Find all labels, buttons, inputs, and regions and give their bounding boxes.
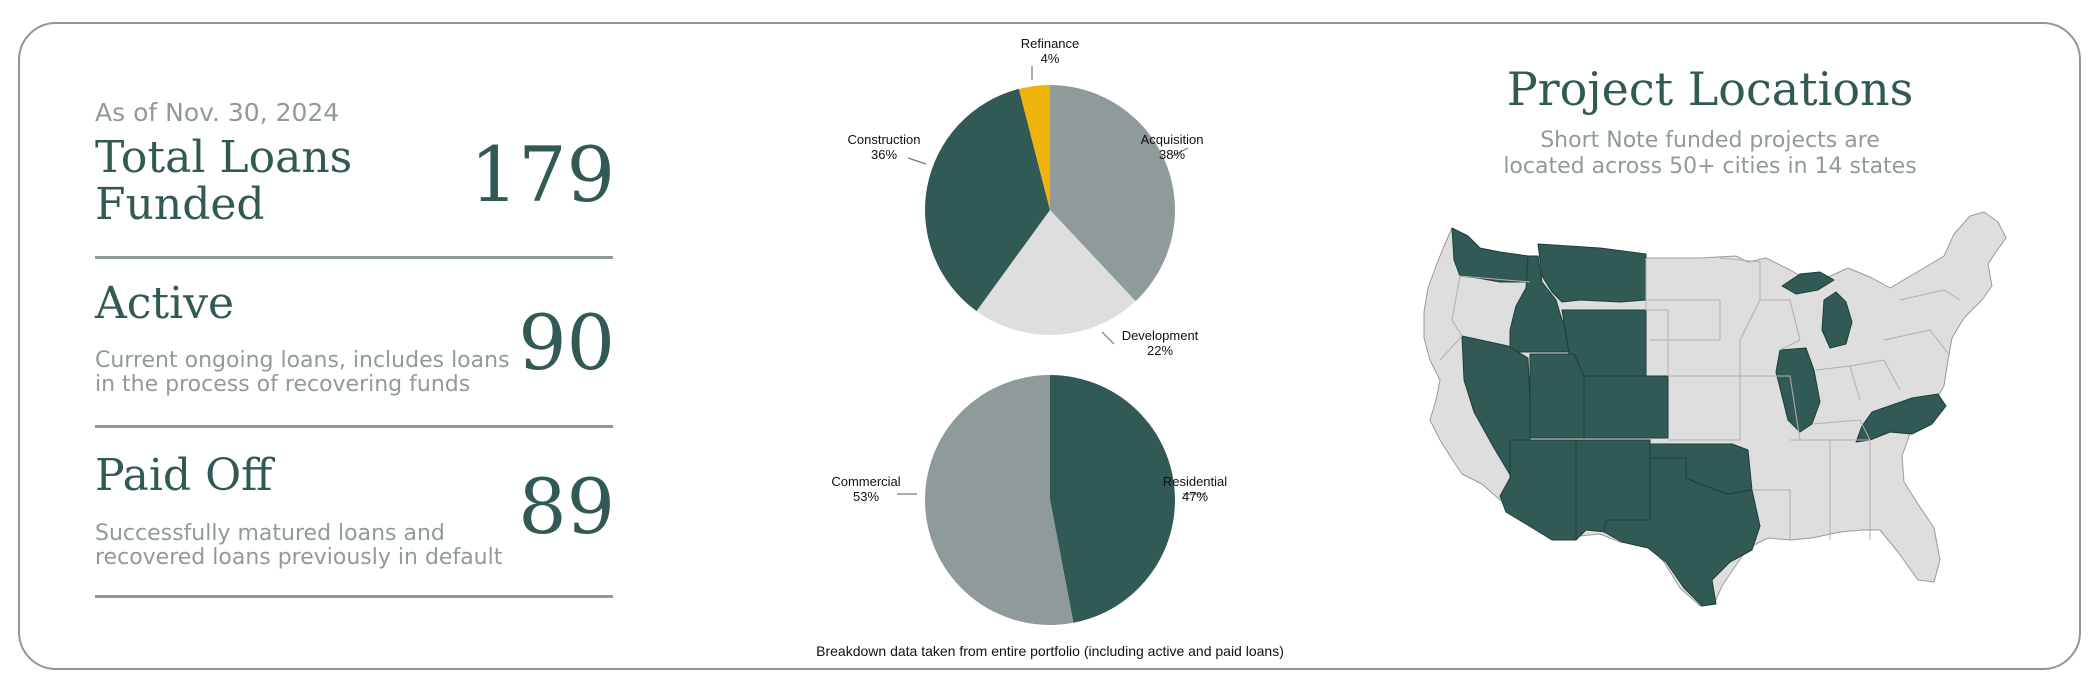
state-borders xyxy=(1439,257,1961,540)
active-value: 90 xyxy=(518,298,615,387)
pie-slice-commercial xyxy=(924,375,1074,626)
leader-line xyxy=(1171,147,1189,157)
pie-percent-label: 36% xyxy=(871,147,897,162)
paid-off-title: Paid Off xyxy=(95,450,273,501)
state-north-carolina xyxy=(1855,393,1947,443)
pie-percent-label: 53% xyxy=(853,489,879,504)
leader-line xyxy=(907,157,927,165)
active-desc-line2: in the process of recovering funds xyxy=(95,372,471,397)
state-arizona xyxy=(1499,439,1577,541)
pie-slice-construction xyxy=(925,88,1050,312)
leader-line xyxy=(1101,331,1115,345)
pie-label: Acquisition xyxy=(1141,132,1204,147)
pie-label: Refinance xyxy=(1021,36,1080,51)
paid-off-desc-line1: Successfully matured loans and xyxy=(95,521,445,546)
divider xyxy=(95,595,613,598)
paid-off-desc-line2: recovered loans previously in default xyxy=(95,545,503,570)
project-locations-title: Project Locations xyxy=(1506,62,1914,116)
subtitle-line2: located across 50+ cities in 14 states xyxy=(1503,154,1917,179)
pie-percent-label: 47% xyxy=(1182,489,1208,504)
state-illinois xyxy=(1775,347,1821,433)
state-texas xyxy=(1603,457,1761,607)
pie-percent-label: 38% xyxy=(1159,147,1185,162)
pie-slice-refinance xyxy=(1018,85,1050,210)
breakdown-caption: Breakdown data taken from entire portfol… xyxy=(816,643,1284,659)
state-colorado xyxy=(1583,375,1669,439)
active-title: Active xyxy=(95,278,235,329)
state-washington xyxy=(1451,227,1535,283)
pie-slice-development xyxy=(976,210,1136,335)
pie-slice-acquisition xyxy=(1050,85,1175,302)
pie-label: Residential xyxy=(1163,474,1227,489)
total-loans-title: Total Loans Funded xyxy=(95,132,353,230)
paid-off-value: 89 xyxy=(518,462,615,551)
project-locations-subtitle: Short Note funded projects are located a… xyxy=(1430,128,1990,180)
divider xyxy=(95,256,613,259)
state-utah xyxy=(1529,353,1585,439)
as-of-date: As of Nov. 30, 2024 xyxy=(95,98,340,127)
pie-label: Construction xyxy=(848,132,921,147)
pie-label: Commercial xyxy=(831,474,900,489)
divider xyxy=(95,425,613,428)
pie-label: Development xyxy=(1122,328,1199,343)
state-michigan xyxy=(1781,271,1853,349)
total-loans-value: 179 xyxy=(469,130,615,219)
pie-slice-residential xyxy=(1050,375,1175,623)
active-desc-line1: Current ongoing loans, includes loans xyxy=(95,348,510,373)
subtitle-line1: Short Note funded projects are xyxy=(1540,128,1880,153)
state-montana xyxy=(1537,243,1647,303)
pie-percent-label: 22% xyxy=(1147,343,1173,358)
pie-percent-label: 4% xyxy=(1041,51,1060,66)
